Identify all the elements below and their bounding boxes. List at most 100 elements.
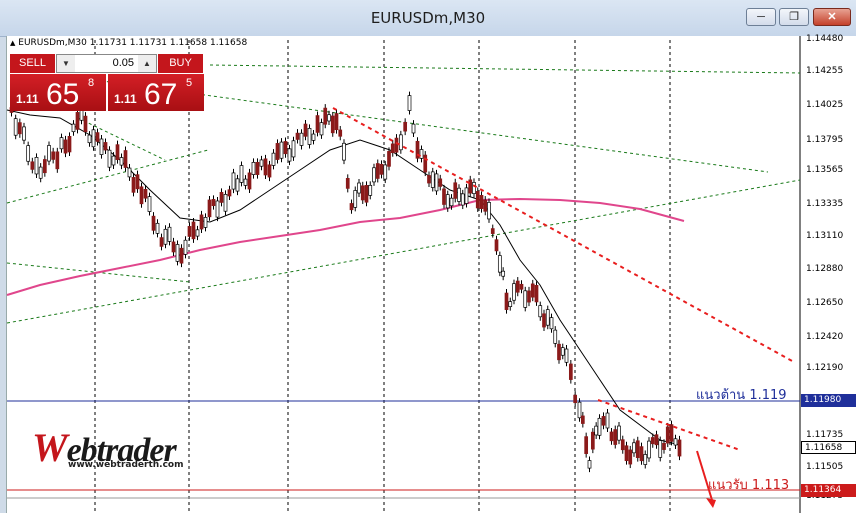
candle-body	[235, 178, 240, 192]
candle-body	[87, 134, 92, 144]
candle-body	[584, 436, 589, 454]
lot-increase-icon[interactable]: ▲	[138, 55, 156, 72]
candle-body	[215, 200, 220, 218]
candle-body	[247, 172, 252, 190]
minimize-icon: ─	[757, 11, 765, 23]
candle-body	[203, 217, 208, 228]
candle-body	[111, 155, 116, 166]
candle-body	[211, 199, 216, 207]
candle-body	[411, 123, 416, 134]
lot-size-value[interactable]: 0.05	[112, 57, 134, 69]
lot-decrease-icon[interactable]: ▼	[57, 55, 75, 72]
candle-body	[620, 439, 625, 451]
candle-body	[601, 416, 606, 426]
candle-body	[519, 283, 524, 290]
buy-price-button[interactable]: 1.11 67 5	[108, 74, 204, 111]
candlesticks[interactable]	[9, 91, 682, 473]
vertical-grid	[94, 40, 671, 513]
candle-body	[175, 244, 180, 262]
candle-body	[379, 163, 384, 175]
candle-body	[345, 178, 350, 189]
candle-body	[453, 182, 458, 199]
candle-body	[464, 187, 469, 204]
buy-price-main: 67	[144, 78, 178, 111]
collapse-triangle-icon[interactable]: ▲	[10, 39, 16, 47]
candle-body	[71, 123, 76, 133]
chart-area[interactable]	[6, 36, 856, 513]
candle-body	[131, 177, 136, 193]
price-axis-label: 1.14480	[806, 34, 844, 44]
price-axis-label: 1.13335	[806, 199, 844, 209]
candle-body	[557, 343, 561, 361]
price-axis-label: 1.13795	[806, 135, 844, 145]
candle-body	[291, 140, 296, 158]
candle-body	[67, 136, 72, 153]
price-axis-label: 1.12650	[806, 298, 844, 308]
candle-body	[628, 449, 633, 465]
candle-body	[279, 141, 284, 159]
candle-body	[632, 442, 636, 454]
candle-body	[223, 194, 228, 212]
candle-body	[135, 174, 140, 190]
candle-body	[353, 190, 358, 208]
price-axis-label: 1.12190	[806, 363, 844, 373]
candle-body	[403, 121, 408, 132]
candle-body	[504, 292, 509, 310]
projection-arrow-head	[706, 498, 716, 508]
downtrend-line-main[interactable]	[332, 107, 795, 363]
candle-body	[34, 157, 39, 175]
candle-body	[390, 143, 395, 154]
candle-body	[143, 189, 148, 199]
candle-body	[199, 214, 204, 230]
buy-button[interactable]: BUY	[158, 54, 203, 73]
lot-size-input[interactable]: ▼ 0.05 ▲	[56, 54, 157, 73]
price-axis-label: 1.12420	[806, 332, 844, 342]
candle-body	[26, 145, 31, 162]
candle-body	[42, 159, 47, 174]
candle-body	[430, 171, 435, 188]
candle-body	[523, 290, 528, 308]
logo-wordmark: Webtrader	[32, 424, 177, 471]
support-price-box: 1.11364	[801, 484, 856, 497]
candle-body	[319, 122, 324, 136]
candle-body	[530, 283, 535, 298]
price-axis-label: 1.11735	[806, 430, 844, 440]
candle-body	[654, 434, 659, 446]
candle-body	[307, 128, 312, 145]
candle-body	[327, 114, 331, 122]
downtrend-line-short[interactable]	[597, 399, 741, 451]
candle-body	[243, 178, 248, 186]
candle-body	[155, 222, 160, 234]
candle-body	[479, 195, 484, 209]
sell-price-button[interactable]: 1.11 65 8	[10, 74, 106, 111]
candle-body	[191, 221, 196, 240]
minimize-button[interactable]: ─	[746, 8, 776, 26]
candle-body	[207, 199, 212, 218]
candle-body	[647, 440, 651, 459]
candle-body	[103, 142, 108, 151]
candle-body	[47, 145, 51, 162]
candle-body	[295, 132, 300, 140]
buy-price-pip: 5	[186, 77, 193, 89]
close-button[interactable]: ✕	[813, 8, 851, 26]
candle-body	[183, 239, 188, 255]
candle-body	[368, 184, 373, 196]
candle-body	[299, 132, 304, 146]
candle-body	[195, 229, 200, 237]
candle-body	[231, 172, 236, 190]
webtrader-logo: Webtrader www.webtraderth.com	[28, 424, 208, 478]
close-icon: ✕	[827, 11, 837, 23]
resistance-annotation: แนวต้าน 1.119	[696, 388, 787, 403]
candle-body	[227, 189, 232, 197]
candle-body	[580, 415, 585, 424]
restore-button[interactable]: ❐	[779, 8, 809, 26]
sell-button[interactable]: SELL	[10, 54, 55, 73]
candle-body	[560, 347, 565, 356]
candle-body	[139, 186, 144, 205]
candle-body	[434, 173, 439, 192]
candle-body	[364, 185, 369, 203]
candle-body	[460, 193, 465, 206]
candle-body	[449, 197, 454, 207]
moving-average-slow[interactable]	[6, 197, 685, 296]
